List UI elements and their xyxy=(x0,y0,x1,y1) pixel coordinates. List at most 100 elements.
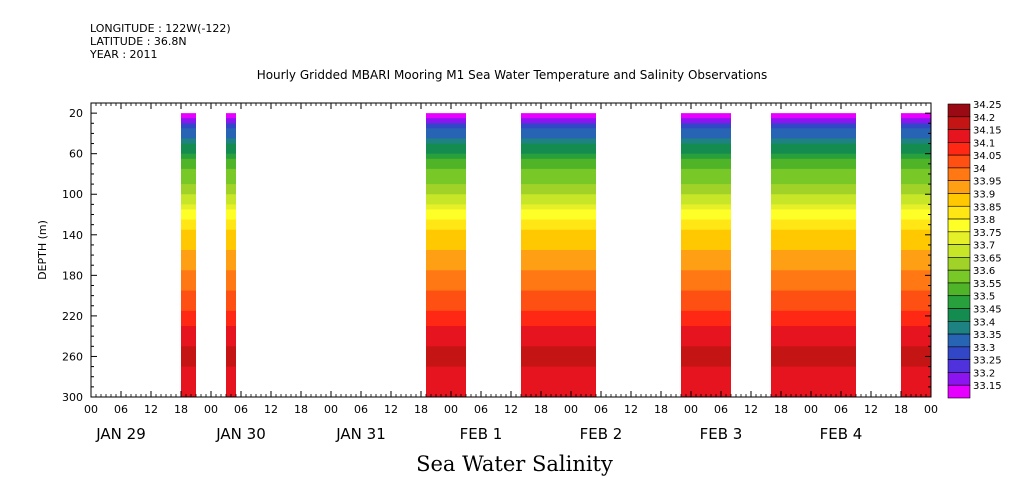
salinity-cell xyxy=(226,173,236,180)
salinity-cell xyxy=(771,138,856,145)
data-segment xyxy=(901,113,931,397)
salinity-cell xyxy=(426,204,466,211)
salinity-cell xyxy=(181,346,196,352)
x-tick-label: 06 xyxy=(354,403,368,416)
salinity-cell xyxy=(771,351,856,358)
colorbar-swatch xyxy=(947,321,971,335)
salinity-cell xyxy=(226,386,236,393)
salinity-cell xyxy=(426,118,466,124)
salinity-cell xyxy=(901,123,931,129)
salinity-cell xyxy=(226,214,236,221)
salinity-cell xyxy=(521,209,596,216)
x-tick-label: 12 xyxy=(864,403,878,416)
salinity-cell xyxy=(426,143,466,150)
salinity-cell xyxy=(901,265,931,271)
salinity-cell xyxy=(521,351,596,358)
salinity-cell xyxy=(771,310,856,317)
salinity-cell xyxy=(521,219,596,226)
x-tick-label: 12 xyxy=(744,403,758,416)
salinity-cell xyxy=(771,113,856,119)
x-tick-label: 18 xyxy=(174,403,188,416)
salinity-cell xyxy=(681,219,731,226)
salinity-cell xyxy=(426,295,466,302)
salinity-cell xyxy=(901,229,931,236)
colorbar-label: 33.35 xyxy=(973,330,1002,341)
salinity-cell xyxy=(771,219,856,226)
salinity-cell xyxy=(181,234,196,241)
salinity-cell xyxy=(226,280,236,287)
colorbar-swatch xyxy=(947,295,971,309)
salinity-cell xyxy=(901,285,931,292)
salinity-cell xyxy=(521,234,596,241)
salinity-cell xyxy=(426,351,466,358)
salinity-cell xyxy=(426,133,466,140)
colorbar-swatch xyxy=(947,282,971,297)
salinity-cell xyxy=(226,194,236,200)
y-tick-label: 300 xyxy=(62,391,83,404)
colorbar-label: 33.4 xyxy=(973,317,995,328)
salinity-cell xyxy=(771,153,856,160)
x-tick-label: 18 xyxy=(654,403,668,416)
salinity-cell xyxy=(771,305,856,312)
salinity-cell xyxy=(771,214,856,221)
salinity-cell xyxy=(771,229,856,236)
x-tick-label: 00 xyxy=(564,403,578,416)
salinity-cell xyxy=(426,244,466,251)
salinity-cell xyxy=(181,305,196,312)
salinity-cell xyxy=(901,366,931,373)
salinity-cell xyxy=(181,260,196,266)
salinity-cell xyxy=(901,204,931,211)
salinity-cell xyxy=(181,391,196,397)
salinity-cell xyxy=(771,118,856,124)
salinity-cell xyxy=(226,331,236,337)
salinity-cell xyxy=(226,133,236,140)
salinity-cell xyxy=(226,265,236,271)
x-tick-label: 06 xyxy=(114,403,128,416)
salinity-cell xyxy=(181,300,196,307)
x-tick-label: 00 xyxy=(924,403,938,416)
salinity-cell xyxy=(226,143,236,150)
salinity-cell xyxy=(226,260,236,266)
salinity-cell xyxy=(181,376,196,383)
salinity-cell xyxy=(426,371,466,378)
salinity-cell xyxy=(226,234,236,241)
salinity-cell xyxy=(771,168,856,175)
salinity-cell xyxy=(181,381,196,388)
x-tick-label: 06 xyxy=(834,403,848,416)
salinity-cell xyxy=(226,244,236,251)
salinity-cell xyxy=(771,366,856,373)
salinity-cell xyxy=(771,250,856,256)
salinity-cell xyxy=(771,189,856,195)
salinity-cell xyxy=(681,133,731,140)
salinity-cell xyxy=(426,123,466,129)
data-segment xyxy=(426,113,466,397)
salinity-cell xyxy=(426,219,466,226)
salinity-cell xyxy=(521,295,596,302)
salinity-cell xyxy=(901,386,931,393)
salinity-cell xyxy=(226,179,236,185)
salinity-cell xyxy=(181,341,196,347)
salinity-cell xyxy=(226,250,236,256)
salinity-cell xyxy=(681,326,731,332)
salinity-cell xyxy=(681,239,731,246)
salinity-cell xyxy=(771,239,856,246)
salinity-cell xyxy=(771,376,856,383)
salinity-cell xyxy=(901,381,931,388)
salinity-cell xyxy=(681,341,731,347)
salinity-cell xyxy=(426,163,466,170)
salinity-cell xyxy=(426,224,466,231)
salinity-cell xyxy=(901,341,931,347)
colorbar-label: 33.6 xyxy=(973,266,995,277)
salinity-cell xyxy=(226,255,236,261)
salinity-cell xyxy=(521,315,596,322)
colorbar-swatch xyxy=(947,308,971,322)
salinity-cell xyxy=(681,148,731,155)
salinity-cell xyxy=(426,173,466,180)
salinity-cell xyxy=(771,331,856,337)
salinity-cell xyxy=(901,219,931,226)
salinity-cell xyxy=(901,275,931,282)
salinity-cell xyxy=(181,265,196,271)
salinity-cell xyxy=(426,158,466,165)
salinity-cell xyxy=(181,285,196,292)
colorbar-swatch xyxy=(947,384,971,399)
